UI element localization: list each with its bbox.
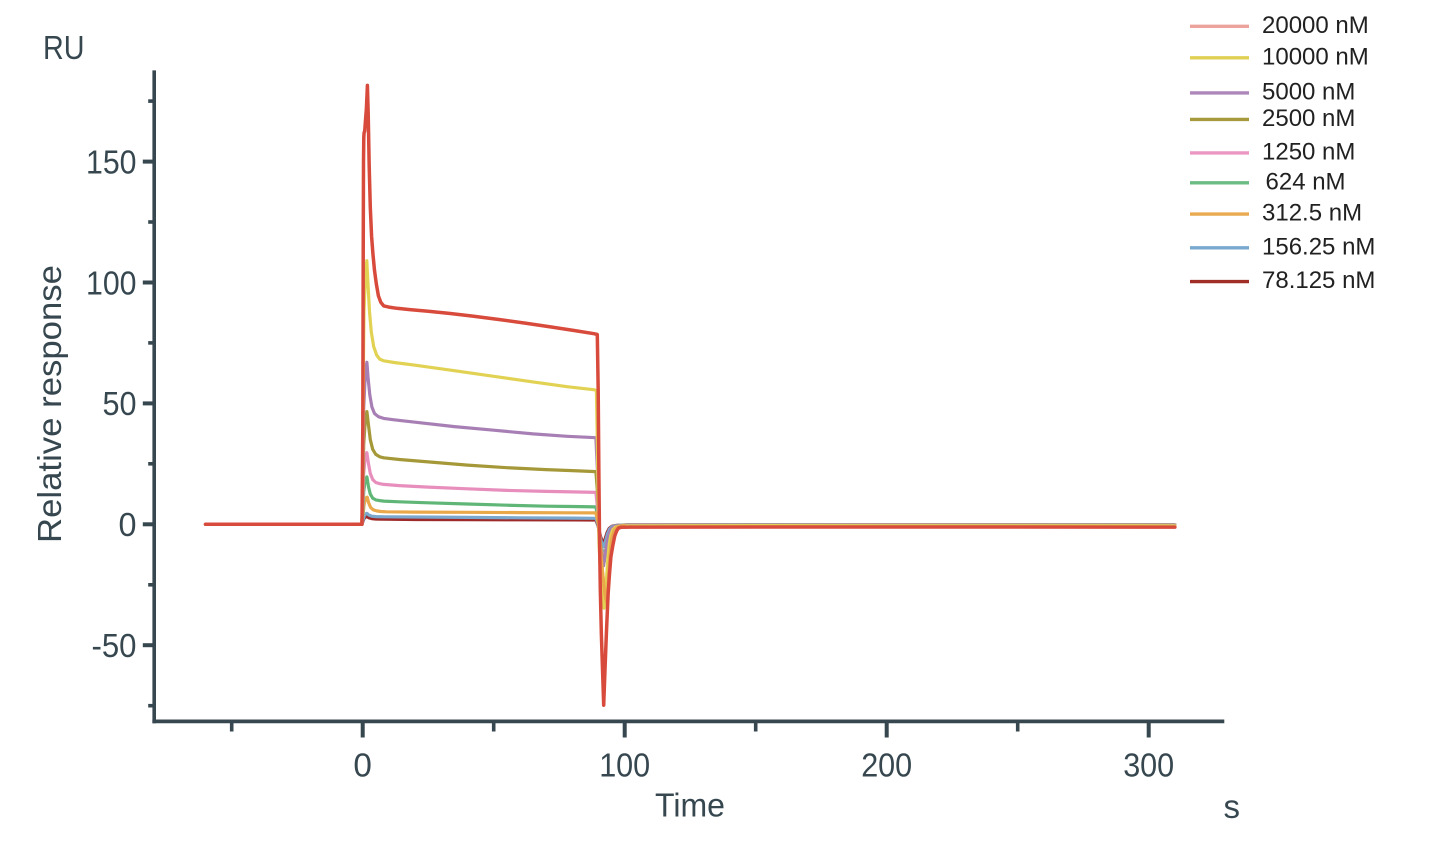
svg-text:200: 200 (861, 747, 912, 784)
svg-text:624 nM: 624 nM (1266, 168, 1346, 195)
svg-text:20000 nM: 20000 nM (1262, 12, 1369, 39)
svg-text:Relative response: Relative response (31, 265, 68, 543)
svg-text:s: s (1224, 788, 1241, 825)
svg-text:50: 50 (103, 385, 137, 422)
svg-text:-50: -50 (92, 627, 137, 664)
svg-text:100: 100 (599, 747, 650, 784)
svg-text:RU: RU (43, 29, 85, 66)
svg-text:156.25 nM: 156.25 nM (1262, 233, 1375, 260)
svg-text:0: 0 (353, 747, 372, 784)
svg-text:Time: Time (655, 787, 725, 824)
svg-text:2500 nM: 2500 nM (1262, 105, 1355, 132)
svg-text:312.5 nM: 312.5 nM (1262, 200, 1362, 227)
svg-text:100: 100 (86, 264, 137, 301)
svg-text:300: 300 (1123, 747, 1174, 784)
svg-text:150: 150 (86, 143, 137, 180)
svg-text:78.125 nM: 78.125 nM (1262, 267, 1375, 294)
svg-text:5000 nM: 5000 nM (1262, 79, 1355, 106)
svg-text:0: 0 (119, 506, 137, 543)
svg-text:10000 nM: 10000 nM (1262, 43, 1369, 70)
svg-text:1250 nM: 1250 nM (1262, 139, 1355, 166)
